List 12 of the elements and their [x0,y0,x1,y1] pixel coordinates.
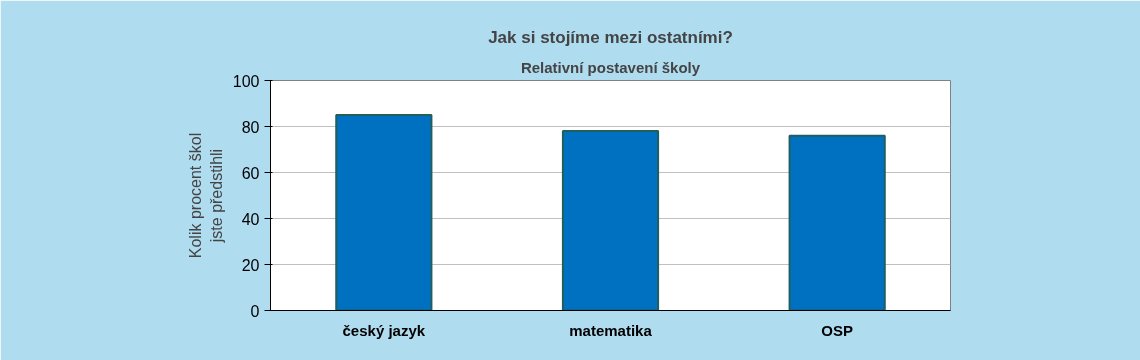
y-tick-label: 40 [241,210,260,228]
x-tick-label: OSP [821,321,854,339]
x-tick-label: matematika [569,321,653,339]
y-tick-label: 60 [241,164,260,182]
y-axis-title: Kolik procent škol jste předstihli [187,132,225,259]
chart-subtitle: Relativní postavení školy [520,58,701,76]
x-tick-label: český jazyk [342,321,426,339]
y-tick-label: 80 [241,118,260,136]
y-tick-label: 100 [232,72,260,90]
y-tick-label: 0 [250,302,260,320]
chart-title: Jak si stojíme mezi ostatními? [488,27,733,47]
y-tick-label: 20 [241,256,260,274]
